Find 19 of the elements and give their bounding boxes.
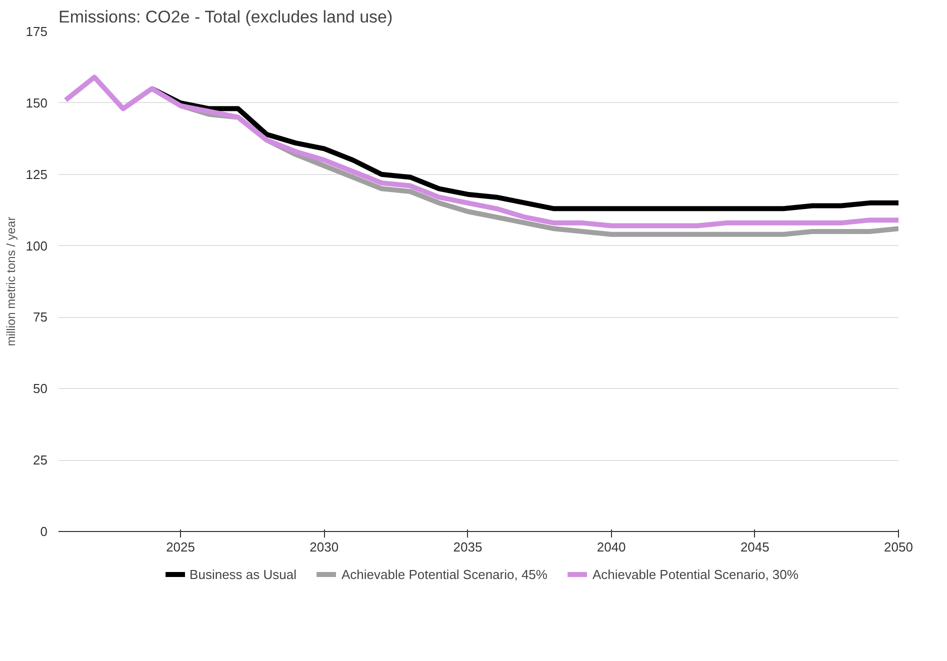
chart-title: Emissions: CO2e - Total (excludes land use) <box>58 8 393 26</box>
legend-label: Business as Usual <box>190 566 297 582</box>
legend-label: Achievable Potential Scenario, 30% <box>592 566 798 582</box>
y-tick-label: 75 <box>33 310 48 325</box>
x-tick-label: 2050 <box>884 540 913 554</box>
y-tick-label: 25 <box>33 452 48 468</box>
y-tick-label: 150 <box>26 95 48 110</box>
legend-label: Achievable Potential Scenario, 45% <box>342 566 548 582</box>
y-tick-label: 0 <box>40 524 48 539</box>
x-tick-label: 2025 <box>166 540 196 554</box>
x-tick-label: 2045 <box>740 540 770 554</box>
y-axis-title: million metric tons / year <box>4 216 18 346</box>
y-tick-label: 175 <box>26 24 48 39</box>
x-tick-label: 2030 <box>310 540 339 554</box>
x-tick-label: 2040 <box>596 540 626 554</box>
x-tick-label: 2035 <box>453 540 482 554</box>
y-tick-label: 100 <box>26 238 48 254</box>
y-tick-label: 125 <box>26 166 48 182</box>
y-tick-label: 50 <box>33 381 48 396</box>
